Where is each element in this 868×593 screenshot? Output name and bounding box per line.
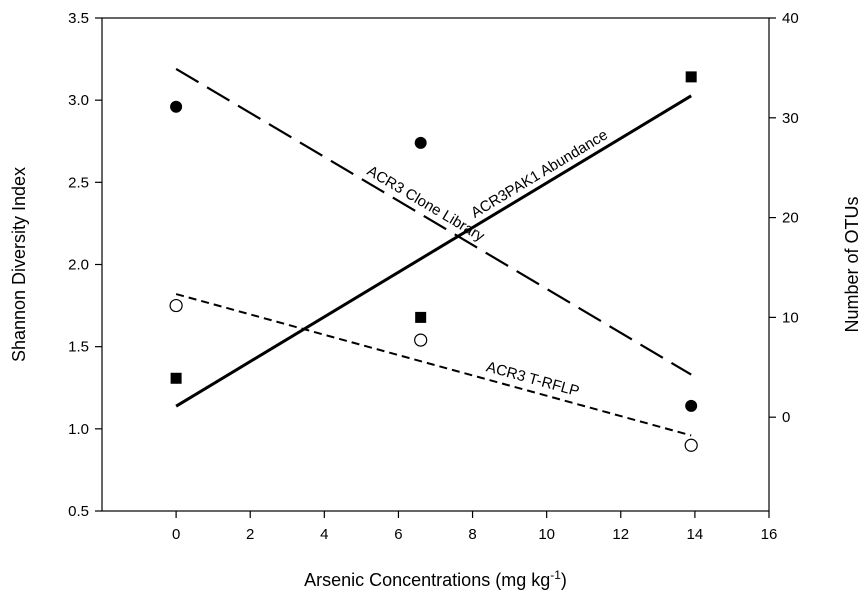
y-tick-label: 3.0 bbox=[68, 92, 89, 109]
data-point bbox=[414, 136, 427, 149]
series-label: ACR3PAK1 Abundance bbox=[468, 126, 611, 221]
fit-line-series-2 bbox=[175, 94, 692, 408]
data-point bbox=[169, 298, 183, 313]
y2-tick-label: 0 bbox=[782, 409, 790, 426]
data-point bbox=[415, 311, 427, 323]
data-points bbox=[169, 71, 698, 452]
x-axis-title: Arsenic Concentrations (mg kg-1) bbox=[304, 568, 567, 590]
y2-tick-label: 10 bbox=[782, 309, 799, 326]
y-tick-label: 2.0 bbox=[68, 257, 89, 274]
left-y-axis: 0.5 1.0 1.5 2.0 2.5 3.0 3.5 bbox=[68, 10, 102, 520]
plot-frame bbox=[101, 17, 770, 512]
series-label: ACR3 T-RFLP bbox=[484, 358, 581, 400]
x-tick-label: 6 bbox=[394, 526, 402, 543]
fit-line-series-3 bbox=[175, 293, 692, 437]
fit-lines bbox=[175, 67, 692, 437]
data-point bbox=[170, 372, 182, 384]
right-y-axis: 0 10 20 30 40 bbox=[769, 10, 799, 426]
y-tick-label: 2.5 bbox=[68, 174, 89, 191]
data-point bbox=[684, 438, 698, 452]
y-axis-title: Shannon Diversity Index bbox=[9, 167, 29, 362]
x-tick-label: 0 bbox=[172, 526, 180, 543]
y2-tick-label: 20 bbox=[782, 210, 799, 227]
x-tick-label: 8 bbox=[468, 526, 476, 543]
x-tick-label: 16 bbox=[761, 526, 778, 543]
y2-axis-title: Number of OTUs bbox=[842, 196, 862, 332]
y-tick-label: 1.5 bbox=[68, 339, 89, 356]
y2-tick-label: 30 bbox=[782, 110, 799, 127]
data-point bbox=[685, 399, 698, 412]
x-tick-label: 4 bbox=[320, 526, 328, 543]
x-axis-title-close: ) bbox=[561, 570, 567, 590]
x-axis-title-superscript: -1 bbox=[550, 568, 561, 582]
data-point bbox=[414, 333, 428, 347]
y-tick-label: 1.0 bbox=[68, 421, 89, 438]
x-tick-label: 10 bbox=[538, 526, 555, 543]
x-tick-label: 12 bbox=[612, 526, 629, 543]
x-axis: 0 2 4 6 8 10 12 14 16 bbox=[172, 511, 777, 543]
data-point bbox=[170, 100, 183, 113]
y-tick-label: 3.5 bbox=[68, 10, 89, 27]
y-tick-label: 0.5 bbox=[68, 503, 89, 520]
x-tick-label: 2 bbox=[246, 526, 254, 543]
series-label: ACR3 Clone Library bbox=[364, 162, 488, 245]
x-tick-label: 14 bbox=[687, 526, 704, 543]
fit-line-series-1 bbox=[175, 67, 692, 376]
y2-tick-label: 40 bbox=[782, 10, 799, 27]
data-point bbox=[685, 71, 697, 83]
